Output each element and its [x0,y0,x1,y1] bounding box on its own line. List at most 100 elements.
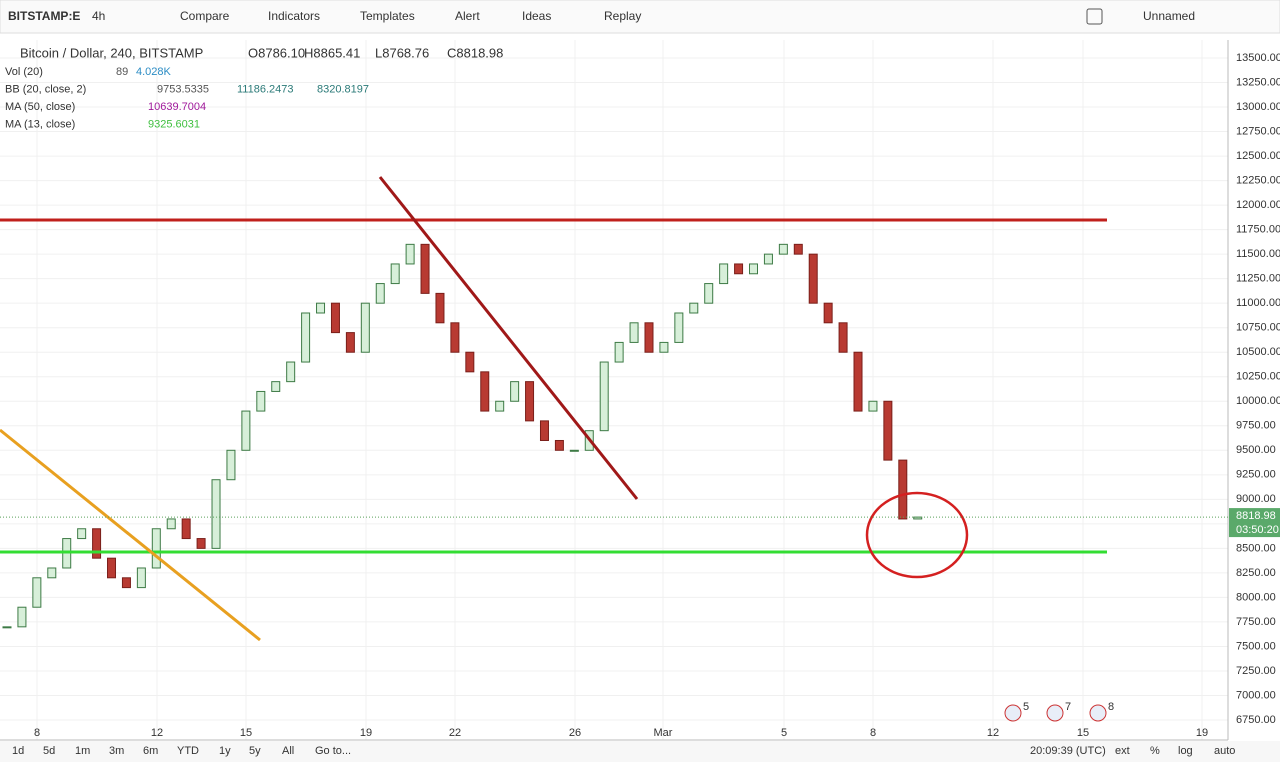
highlight-circle[interactable] [865,491,969,579]
countdown: 03:50:20 [1236,524,1279,536]
axis-option[interactable]: auto [1214,745,1235,757]
toolbar-button[interactable]: Compare [180,9,230,23]
interval[interactable]: 4h [92,9,105,23]
event-count: 7 [1065,701,1071,713]
range-button[interactable]: YTD [177,745,199,757]
legend-title: Bitcoin / Dollar, 240, BITSTAMP [20,45,203,60]
time-label: 8 [34,727,40,739]
candle [316,302,326,314]
candle [883,400,893,461]
price-label: 9750.00 [1236,420,1276,432]
event-badge[interactable] [1046,704,1064,722]
indicator-name: MA (13, close) [5,118,75,130]
candle [495,400,505,412]
range-button[interactable]: 6m [143,745,158,757]
time-label: 5 [781,727,787,739]
candle [763,253,773,265]
candle [450,322,460,353]
range-button[interactable]: 1y [219,745,231,757]
candle [644,322,654,353]
candle [360,302,370,353]
toolbar-button[interactable]: Indicators [268,9,320,23]
candle [539,420,549,441]
trend-line[interactable] [378,176,639,500]
last-price-box [1229,508,1280,538]
candle [659,341,669,353]
candle [569,449,579,452]
clock: 20:09:39 (UTC) [1030,745,1106,757]
range-button[interactable]: 5d [43,745,55,757]
layout-name[interactable]: Unnamed [1143,9,1195,23]
axis-option[interactable]: log [1178,745,1193,757]
time-label: 8 [870,727,876,739]
indicator-value: 9753.5335 [157,83,209,95]
candle [390,263,400,285]
event-badge[interactable] [1089,704,1107,722]
price-label: 11750.00 [1236,224,1280,236]
candle [704,283,714,304]
candle [599,361,609,432]
range-button[interactable]: 3m [109,745,124,757]
indicator-value: 9325.6031 [148,118,200,130]
candle [629,322,639,343]
range-button[interactable]: All [282,745,294,757]
indicator-value: 11186.2473 [237,83,293,95]
last-price: 8818.98 [1236,510,1276,522]
price-label: 8000.00 [1236,591,1276,603]
price-label: 9250.00 [1236,469,1276,481]
event-badge[interactable] [1004,704,1022,722]
toolbar-button[interactable]: Replay [604,9,641,23]
range-button[interactable]: 1m [75,745,90,757]
axis-option[interactable]: % [1150,745,1160,757]
fullscreen-toggle[interactable] [1086,8,1103,25]
range-button[interactable]: Go to... [315,745,351,757]
candle [465,351,475,373]
candle [554,439,564,451]
event-count: 5 [1023,701,1029,713]
price-label: 10500.00 [1236,346,1280,358]
candle [405,243,415,265]
price-label: 7250.00 [1236,665,1276,677]
price-label: 9000.00 [1236,493,1276,505]
indicator-value: 4.028K [136,66,172,78]
range-button[interactable]: 5y [249,745,261,757]
range-button[interactable]: 1d [12,745,24,757]
candle [2,626,12,629]
candle [420,243,430,294]
candle [793,243,803,255]
candle [749,263,758,275]
candle [226,449,236,481]
candle [256,390,266,412]
indicator-name: MA (50, close) [5,101,75,113]
axis-option[interactable]: ext [1115,745,1130,757]
candle [330,302,340,334]
price-label: 6750.00 [1236,714,1276,726]
ohlc-value: C8818.98 [447,45,503,60]
symbol[interactable]: BITSTAMP:E [8,9,80,23]
candle [286,361,296,383]
time-label: 12 [151,727,163,739]
candle [853,351,863,412]
ohlc-value: O8786.10 [248,45,305,60]
candle [838,322,848,353]
candle [480,371,490,412]
candle [525,381,535,422]
time-label: 12 [987,727,999,739]
time-label: 19 [1196,727,1208,739]
candle [734,263,744,275]
toolbar-button[interactable]: Alert [455,9,480,23]
price-label: 7750.00 [1236,616,1276,628]
price-label: 13250.00 [1236,76,1280,88]
price-label: 12250.00 [1236,174,1280,186]
trend-line[interactable] [0,428,261,642]
candle [823,302,833,324]
toolbar-button[interactable]: Templates [360,9,415,23]
time-label: 19 [360,727,372,739]
ohlc-value: L8768.76 [375,45,429,60]
candle [32,577,42,608]
price-label: 10250.00 [1236,371,1280,383]
price-label: 7000.00 [1236,689,1276,701]
toolbar-button[interactable]: Ideas [522,9,551,23]
price-label: 12000.00 [1236,199,1280,211]
candle [674,312,684,343]
